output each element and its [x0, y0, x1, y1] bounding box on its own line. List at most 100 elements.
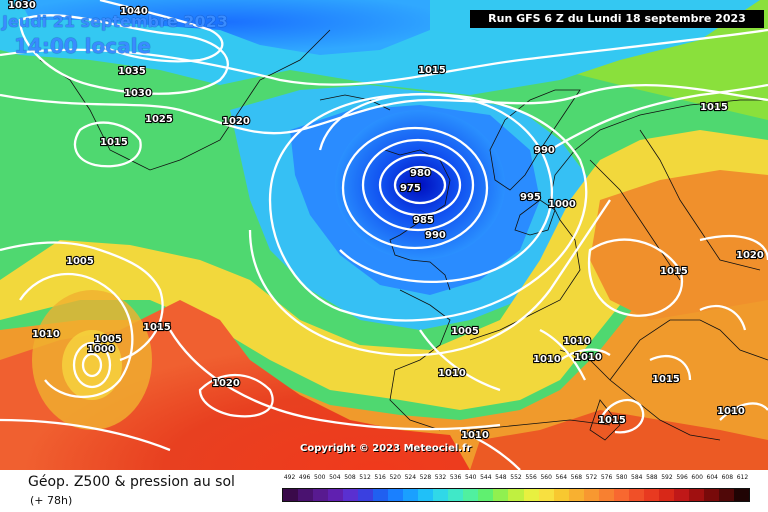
isobars: [0, 0, 768, 470]
isobar-label: 990: [534, 145, 555, 156]
scale-swatch: [358, 489, 374, 501]
isobar-label: 1020: [212, 378, 240, 389]
scale-swatch: [583, 489, 599, 501]
scale-label: 496: [298, 474, 311, 481]
isobar-label: 1015: [418, 65, 446, 76]
low-pressure-core: [335, 110, 505, 260]
scale-swatch: [478, 489, 494, 501]
isobar-label: 1000: [87, 344, 115, 355]
scale-swatch: [658, 489, 674, 501]
scale-swatch: [688, 489, 704, 501]
forecast-step: (+ 78h): [30, 494, 73, 507]
isobar-label: 980: [410, 168, 431, 179]
isobar-label: 1015: [700, 102, 728, 113]
scale-label: 512: [359, 474, 371, 481]
scale-label: 552: [510, 474, 522, 481]
isobar-label: 1015: [143, 322, 171, 333]
scale-label: 536: [449, 474, 462, 481]
scale-label: 576: [600, 474, 613, 481]
isobar-label: 975: [400, 183, 421, 194]
isobar-label: 995: [520, 192, 541, 203]
scale-label: 532: [434, 474, 447, 481]
scale-label: 504: [329, 474, 341, 481]
scale-label: 604: [706, 474, 718, 481]
pressure-map: 1030 1040 1035 1030 1025 1020 1015 1015 …: [0, 0, 768, 470]
scale-label: 544: [480, 474, 492, 481]
scale-label: 608: [721, 474, 734, 481]
scale-swatch: [463, 489, 479, 501]
scale-swatch: [718, 489, 734, 501]
scale-swatch: [613, 489, 629, 501]
run-info-banner: Run GFS 6 Z du Lundi 18 septembre 2023: [470, 10, 764, 28]
isobar-label: 1010: [438, 368, 466, 379]
scale-swatch: [538, 489, 554, 501]
scale-swatch: [403, 489, 419, 501]
scale-swatch: [553, 489, 569, 501]
color-scale-swatches: [282, 488, 750, 502]
scale-label: 548: [495, 474, 507, 481]
scale-swatch: [673, 489, 689, 501]
scale-swatch: [298, 489, 314, 501]
scale-label: 584: [631, 474, 643, 481]
scale-label: 524: [404, 474, 417, 481]
field-red-south: [470, 410, 768, 470]
scale-label: 588: [646, 474, 658, 481]
scale-swatch: [283, 489, 299, 501]
scale-label: 592: [661, 474, 673, 481]
scale-label: 492: [283, 474, 296, 481]
scale-swatch: [568, 489, 584, 501]
color-scale-labels: 492 496 500 504 508 512 516 520 524 528 532 536 540 5…: [282, 474, 750, 486]
isobar-label: 1005: [451, 326, 479, 337]
scale-swatch: [628, 489, 644, 501]
scale-label: 556: [525, 474, 537, 481]
scale-label: 528: [419, 474, 432, 481]
field-orange-east: [590, 170, 768, 320]
scale-swatch: [733, 489, 749, 501]
isobar-label: 1005: [94, 334, 122, 345]
scale-label: 600: [691, 474, 703, 481]
isobar-label: 985: [413, 215, 434, 226]
scale-label: 500: [314, 474, 326, 481]
scale-swatch: [313, 489, 329, 501]
isobar-label: 1030: [8, 0, 36, 11]
product-title: Géop. Z500 & pression au sol: [28, 474, 235, 490]
field-blue-north: [20, 0, 430, 55]
isobar-label: 1010: [461, 430, 489, 441]
scale-label: 560: [540, 474, 552, 481]
isobar-label: 1005: [66, 256, 94, 267]
scale-swatch: [643, 489, 659, 501]
isobar-labels: 1030 1040 1035 1030 1025 1020 1015 1015 …: [7, 0, 765, 442]
isobar-label: 990: [425, 230, 446, 241]
scale-label: 516: [374, 474, 386, 481]
scale-label: 564: [555, 474, 568, 481]
scale-label: 596: [676, 474, 688, 481]
scale-swatch: [418, 489, 434, 501]
isobar-label: 1035: [118, 66, 146, 77]
scale-swatch: [388, 489, 404, 501]
field-yellow-band: [0, 130, 768, 410]
scale-label: 520: [389, 474, 401, 481]
scale-label: 580: [615, 474, 628, 481]
scale-swatch: [598, 489, 614, 501]
scale-swatch: [328, 489, 344, 501]
isobar-label: 1010: [574, 352, 602, 363]
isobar-label: 1010: [32, 329, 60, 340]
isobar-label: 1015: [100, 137, 128, 148]
scale-label: 540: [464, 474, 477, 481]
isobar-label: 1015: [598, 415, 626, 426]
isobar-label: 1020: [736, 250, 764, 261]
scale-swatch: [508, 489, 524, 501]
copyright-notice: Copyright © 2023 Meteociel.fr: [300, 443, 472, 454]
footer-legend: Géop. Z500 & pression au sol (+ 78h) 492…: [0, 470, 768, 512]
isobar-label: 1010: [717, 406, 745, 417]
scale-swatch: [448, 489, 464, 501]
isobar-label: 1010: [533, 354, 561, 365]
isobar-label: 1030: [124, 88, 152, 99]
isobar-label: 1025: [145, 114, 173, 125]
forecast-date: Jeudi 21 septembre 2023: [2, 12, 228, 31]
scale-swatch: [493, 489, 509, 501]
isobar-label: 1020: [222, 116, 250, 127]
coastlines: [39, 29, 768, 441]
scale-label: 508: [344, 474, 356, 481]
scale-label: 572: [585, 474, 598, 481]
